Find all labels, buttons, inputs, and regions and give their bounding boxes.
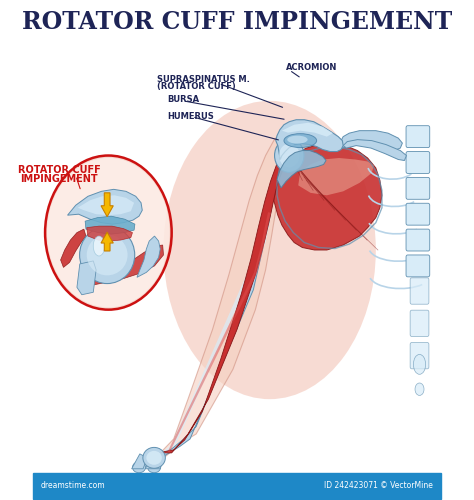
Polygon shape: [282, 122, 333, 136]
Ellipse shape: [164, 101, 376, 399]
Ellipse shape: [279, 144, 300, 168]
Polygon shape: [147, 146, 293, 459]
Polygon shape: [277, 150, 326, 188]
FancyArrow shape: [101, 232, 113, 251]
Polygon shape: [159, 212, 271, 452]
FancyBboxPatch shape: [406, 255, 430, 277]
Ellipse shape: [287, 136, 308, 143]
Polygon shape: [68, 190, 142, 224]
Text: HUMERUS: HUMERUS: [168, 112, 214, 121]
FancyBboxPatch shape: [410, 310, 429, 336]
Polygon shape: [85, 216, 135, 234]
Polygon shape: [94, 245, 164, 285]
Text: ROTATOR CUFF IMPINGEMENT: ROTATOR CUFF IMPINGEMENT: [22, 10, 452, 34]
Polygon shape: [339, 130, 402, 150]
Polygon shape: [157, 133, 301, 453]
Polygon shape: [137, 120, 307, 462]
Ellipse shape: [147, 462, 161, 473]
Ellipse shape: [284, 134, 317, 147]
FancyBboxPatch shape: [410, 342, 429, 369]
Ellipse shape: [80, 226, 135, 283]
Polygon shape: [276, 120, 343, 160]
Text: SUPRASPINATUS M.: SUPRASPINATUS M.: [157, 76, 250, 84]
Text: ID 242423071 © VectorMine: ID 242423071 © VectorMine: [324, 481, 433, 490]
Polygon shape: [132, 454, 147, 469]
Polygon shape: [87, 226, 132, 241]
Polygon shape: [343, 140, 406, 160]
FancyBboxPatch shape: [406, 178, 430, 200]
Text: ACROMION: ACROMION: [286, 62, 337, 72]
Ellipse shape: [93, 236, 105, 256]
FancyArrow shape: [101, 193, 113, 216]
Polygon shape: [137, 236, 160, 278]
Ellipse shape: [274, 138, 304, 172]
Polygon shape: [145, 455, 164, 469]
Circle shape: [45, 156, 172, 310]
Bar: [33, 473, 441, 498]
Text: ROTATOR CUFF: ROTATOR CUFF: [18, 166, 101, 175]
FancyBboxPatch shape: [406, 126, 430, 148]
Polygon shape: [78, 196, 134, 215]
Ellipse shape: [413, 354, 426, 374]
FancyBboxPatch shape: [406, 229, 430, 251]
FancyBboxPatch shape: [406, 152, 430, 174]
Ellipse shape: [132, 462, 146, 473]
Text: (ROTATOR CUFF): (ROTATOR CUFF): [157, 82, 236, 92]
Polygon shape: [151, 164, 282, 458]
Text: IMPINGEMENT: IMPINGEMENT: [20, 174, 98, 184]
Text: dreamstime.com: dreamstime.com: [41, 481, 106, 490]
Circle shape: [47, 158, 170, 308]
Polygon shape: [298, 158, 374, 196]
Ellipse shape: [87, 234, 128, 276]
Ellipse shape: [146, 451, 162, 465]
FancyBboxPatch shape: [410, 278, 429, 304]
Ellipse shape: [415, 383, 424, 396]
Polygon shape: [274, 143, 382, 250]
Polygon shape: [77, 261, 96, 294]
Ellipse shape: [143, 448, 165, 468]
FancyBboxPatch shape: [406, 204, 430, 225]
Text: BURSA: BURSA: [168, 96, 200, 104]
Polygon shape: [61, 229, 86, 268]
